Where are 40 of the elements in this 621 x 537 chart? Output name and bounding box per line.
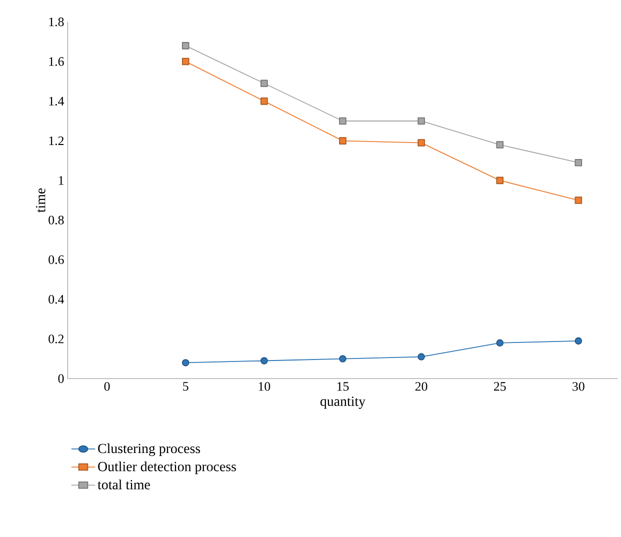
legend-label: Outlier detection process [98, 461, 236, 474]
point [182, 42, 190, 50]
point [418, 139, 425, 146]
legend-label: total time [98, 480, 150, 490]
x-tick-label: 5 [183, 382, 188, 391]
point [260, 80, 268, 87]
x-tick-label: 30 [572, 382, 584, 391]
y-tick-label: 0.6 [48, 255, 64, 264]
x-tick-label: 0 [104, 382, 110, 391]
y-tick-label: 0.2 [48, 334, 64, 344]
x-axis-title: quantity [320, 396, 366, 409]
y-tick-label: 1.2 [49, 136, 64, 146]
point [418, 353, 425, 360]
point [574, 337, 582, 345]
point [574, 196, 582, 204]
legend-label: Clustering process [98, 443, 200, 456]
point [339, 117, 346, 125]
x-tick-label: 10 [258, 382, 270, 391]
point [182, 58, 190, 66]
y-tick-label: 0.4 [48, 294, 64, 304]
point [418, 117, 425, 125]
point [496, 339, 504, 347]
x-tick-label: 20 [415, 382, 428, 391]
y-tick-label: 1 [58, 176, 64, 185]
y-tick-label: 0.8 [48, 216, 64, 224]
point [339, 355, 346, 362]
point [260, 98, 268, 105]
y-axis-title: time [36, 188, 46, 212]
y-tick-label: 0 [58, 374, 64, 383]
y-tick-label: 1.8 [49, 18, 64, 26]
point [182, 359, 190, 366]
y-tick-label: 1.4 [49, 96, 64, 106]
y-tick-label: 1.6 [49, 57, 64, 66]
x-tick-label: 25 [494, 382, 506, 391]
point [496, 141, 504, 148]
point [260, 357, 268, 364]
x-tick-label: 15 [337, 382, 349, 391]
point [496, 176, 504, 184]
point [339, 137, 346, 144]
point [574, 158, 582, 166]
